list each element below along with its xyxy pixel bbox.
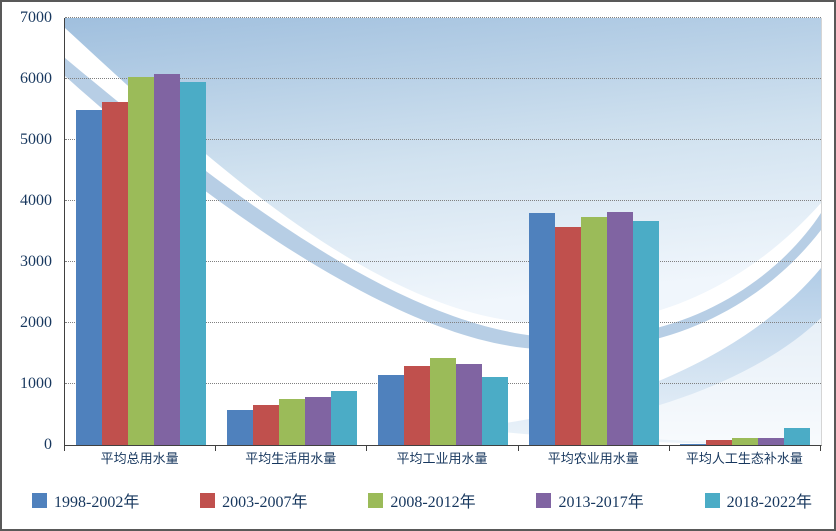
bar-2013-2017年-平均工业用水量 [456,363,482,445]
bar-2003-2007年-平均工业用水量 [404,366,430,445]
legend-swatch-2 [368,492,384,508]
bar-2013-2017年-平均总用水量 [153,74,180,445]
bar-2018-2022年-平均人工生态补水量 [784,427,811,445]
x-axis-labels: 平均总用水量 平均生活用水量 平均工业用水量 平均农业用水量 平均人工生态补水量 [64,451,820,467]
bar-2008-2012年-平均总用水量 [127,77,154,445]
legend-label-3: 2013-2017年 [558,494,644,511]
bars-layer [65,18,821,445]
bar-2013-2017年-平均农业用水量 [607,211,634,445]
legend-swatch-1 [200,492,216,508]
x-axis-tick-5 [820,445,821,451]
gridline-3000 [65,261,821,262]
x-axis-tick-2 [366,445,368,451]
y-axis-labels: 0 1000 2000 3000 4000 5000 6000 7000 [2,10,58,453]
bar-2018-2022年-平均农业用水量 [633,221,660,445]
bar-2018-2022年-平均生活用水量 [330,391,357,445]
y-tick-label-5000: 5000 [20,131,52,148]
x-axis-tick-4 [668,445,670,451]
bar-group-1 [216,18,367,445]
gridline-6000 [65,78,821,79]
bar-1998-2002年-平均生活用水量 [226,409,253,445]
bar-2008-2012年-平均工业用水量 [430,358,456,445]
gridline-4000 [65,200,821,201]
legend-swatch-4 [704,492,720,508]
x-axis-tick-0 [64,445,65,451]
y-tick-label-2000: 2000 [20,314,52,331]
x-axis-tick-3 [517,445,519,451]
y-tick-label-7000: 7000 [20,9,52,26]
x-axis-tick-1 [215,445,217,451]
bar-2003-2007年-平均人工生态补水量 [706,439,733,445]
gridline-7000 [65,17,821,18]
gridline-2000 [65,322,821,323]
legend-label-1: 2003-2007年 [222,494,308,511]
x-category-label-4: 平均人工生态补水量 [685,451,803,466]
bar-2003-2007年-平均总用水量 [101,102,128,445]
legend-swatch-0 [32,492,47,508]
legend-label-2: 2008-2012年 [390,494,476,511]
bar-2008-2012年-平均人工生态补水量 [732,438,759,445]
bar-2018-2022年-平均总用水量 [179,82,206,445]
y-tick-label-6000: 6000 [20,70,52,87]
y-tick-label-4000: 4000 [20,192,52,209]
bar-2013-2017年-平均人工生态补水量 [758,437,785,445]
bar-1998-2002年-平均人工生态补水量 [680,443,707,445]
x-category-label-2: 平均工业用水量 [396,451,488,466]
y-tick-label-1000: 1000 [20,375,52,392]
legend-swatch-3 [536,492,552,508]
bar-1998-2002年-平均工业用水量 [378,374,404,445]
gridline-5000 [65,139,821,140]
bar-2018-2022年-平均工业用水量 [482,376,508,445]
bar-2008-2012年-平均生活用水量 [278,398,305,445]
bar-2013-2017年-平均生活用水量 [304,396,331,445]
x-category-label-1: 平均生活用水量 [245,451,337,466]
y-tick-label-0: 0 [44,436,52,453]
bar-group-2 [367,18,518,445]
x-category-label-0: 平均总用水量 [100,451,179,466]
bar-1998-2002年-平均农业用水量 [529,213,556,445]
bar-group-4 [670,18,821,445]
legend-item-0: 1998-2002年 [32,488,139,512]
legend-item-4: 2018-2022年 [704,488,812,512]
bar-2003-2007年-平均农业用水量 [555,227,582,445]
legend-item-2: 2008-2012年 [368,488,476,512]
bar-group-0 [65,18,216,445]
legend-item-3: 2013-2017年 [536,488,644,512]
legend-item-1: 2003-2007年 [200,488,308,512]
bar-2008-2012年-平均农业用水量 [581,216,608,445]
legend-label-4: 2018-2022年 [726,494,812,511]
legend: 1998-2002年 2003-2007年 2008-2012年 2013-2017年… [32,488,812,512]
bar-group-3 [519,18,670,445]
legend-label-0: 1998-2002年 [54,494,140,511]
plot-area [64,17,822,446]
y-tick-label-3000: 3000 [20,253,52,270]
x-category-label-3: 平均农业用水量 [547,451,639,466]
bar-2003-2007年-平均生活用水量 [252,404,279,445]
bar-1998-2002年-平均总用水量 [75,109,102,445]
